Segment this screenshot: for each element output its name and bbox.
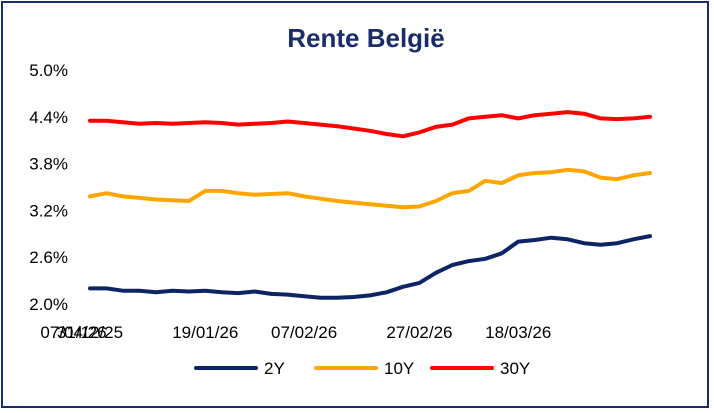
series-layer: [88, 110, 652, 300]
x-axis: 31/12/25 19/01/26 07/02/26 27/02/26 18/03/26…: [40, 323, 551, 342]
series-line-30y: [88, 110, 652, 139]
y-tick-label: 2.6%: [29, 248, 68, 267]
y-tick-label: 3.8%: [29, 155, 68, 174]
series-line-2y: [88, 234, 652, 300]
series-line-10y: [88, 167, 652, 210]
x-tick-label: 19/01/26: [172, 323, 238, 342]
x-tick-label: 18/03/26: [485, 323, 551, 342]
legend-label-2y: 2Y: [264, 359, 285, 378]
x-tick-label: 07/02/26: [271, 323, 337, 342]
y-tick-label: 4.4%: [29, 108, 68, 127]
x-tick-label: 31/12/25: [57, 323, 123, 342]
legend: 2Y 10Y 30Y: [194, 359, 530, 378]
legend-label-10y: 10Y: [384, 359, 414, 378]
x-tick-label: 07/04/26: [40, 323, 106, 342]
y-axis: 5.0% 4.4% 3.8% 3.2% 2.6% 2.0%: [29, 61, 68, 314]
legend-label-30y: 30Y: [500, 359, 530, 378]
y-tick-label: 3.2%: [29, 201, 68, 220]
x-tick-label: 27/02/26: [386, 323, 452, 342]
y-tick-label: 2.0%: [29, 295, 68, 314]
y-tick-label: 5.0%: [29, 61, 68, 80]
chart-title: Rente België: [287, 23, 445, 53]
